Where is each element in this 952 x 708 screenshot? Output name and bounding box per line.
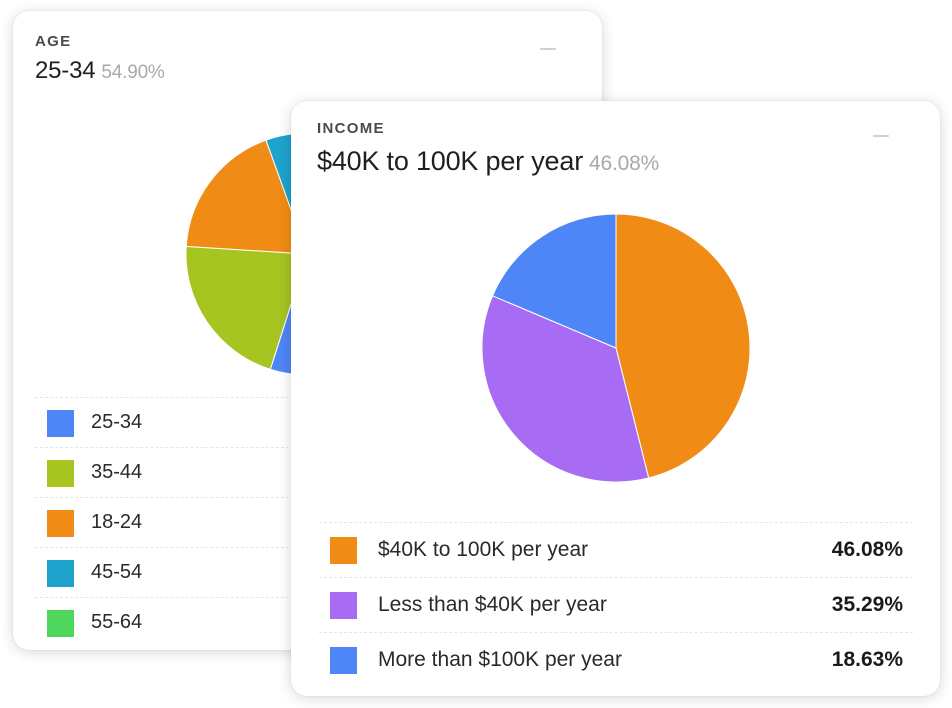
age-legend-label: 55-64: [91, 611, 143, 633]
minimize-icon[interactable]: [540, 48, 556, 50]
income-headline-percent: 46.08%: [589, 152, 660, 175]
income-legend-swatch: [330, 592, 357, 619]
income-pie-slice: [491, 213, 617, 349]
income-legend-label: More than $100K per year: [378, 648, 622, 671]
income-card: INCOME $40K to 100K per year 46.08% $40K …: [291, 101, 940, 696]
age-pie-slice: [185, 245, 308, 370]
age-legend-swatch: [47, 510, 74, 537]
income-pie-slice: [481, 295, 650, 483]
age-legend-label: 18-24: [91, 511, 143, 533]
income-legend-row: $40K to 100K per year 46.08%: [319, 522, 913, 577]
income-legend-label: Less than $40K per year: [378, 593, 607, 616]
age-headline-percent: 54.90%: [101, 62, 165, 83]
age-headline: 25-34 54.90%: [35, 57, 165, 85]
income-legend-value: 46.08%: [831, 538, 903, 561]
income-pie-slice: [615, 213, 751, 479]
age-legend-swatch: [47, 460, 74, 487]
age-legend-swatch: [47, 410, 74, 437]
income-legend-value: 18.63%: [831, 648, 903, 671]
age-legend-label: 35-44: [91, 461, 143, 483]
income-headline-value: $40K to 100K per year: [317, 146, 583, 176]
age-legend-label: 45-54: [91, 561, 143, 583]
income-headline: $40K to 100K per year 46.08%: [317, 146, 659, 177]
age-legend-swatch: [47, 610, 74, 637]
income-legend-label: $40K to 100K per year: [378, 538, 589, 561]
minimize-icon[interactable]: [873, 135, 889, 137]
income-pie-chart: [481, 213, 751, 483]
income-legend-row: More than $100K per year 18.63%: [319, 632, 913, 687]
age-legend-label: 25-34: [91, 411, 143, 433]
income-card-label: INCOME: [317, 120, 385, 137]
income-legend: $40K to 100K per year 46.08% Less than $…: [319, 522, 913, 687]
income-legend-swatch: [330, 647, 357, 674]
age-card-label: AGE: [35, 33, 72, 50]
age-headline-value: 25-34: [35, 57, 96, 84]
income-legend-swatch: [330, 537, 357, 564]
income-legend-value: 35.29%: [831, 593, 903, 616]
age-pie-slice: [185, 139, 308, 255]
age-legend-swatch: [47, 560, 74, 587]
income-legend-row: Less than $40K per year 35.29%: [319, 577, 913, 632]
